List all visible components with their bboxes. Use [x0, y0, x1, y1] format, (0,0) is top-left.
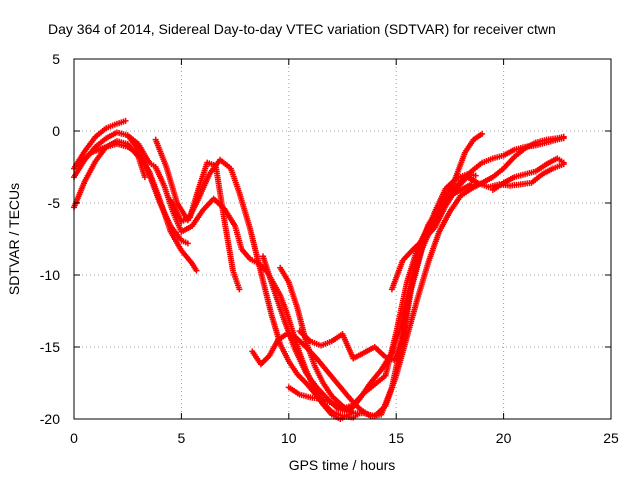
y-tick-label: 5 [52, 51, 60, 67]
chart-title: Day 364 of 2014, Sidereal Day-to-day VTE… [48, 21, 556, 37]
x-tick-label: 20 [496, 430, 512, 446]
x-tick-label: 15 [388, 430, 404, 446]
grid-lines [74, 59, 611, 419]
data-point [560, 135, 567, 142]
data-point [193, 267, 200, 274]
data-point [122, 117, 129, 124]
axis-ticks: 0 5 10 15 20 25 5 0 -5 -10 -15 -20 [40, 51, 619, 446]
series-track-13 [388, 161, 567, 293]
data-points [71, 117, 567, 422]
data-point [184, 240, 191, 247]
data-point [560, 159, 567, 166]
y-axis-label: SDTVAR / TECUs [6, 183, 22, 295]
data-point [236, 286, 243, 293]
x-tick-label: 10 [281, 430, 297, 446]
x-tick-label: 25 [603, 430, 619, 446]
series-track-1 [71, 117, 129, 172]
y-tick-label: 0 [52, 123, 60, 139]
data-point [479, 130, 486, 137]
series-track-11 [285, 135, 567, 412]
y-tick-label: -20 [40, 411, 60, 427]
y-tick-label: -15 [40, 339, 60, 355]
y-tick-label: -10 [40, 267, 60, 283]
series-track-14 [489, 155, 567, 194]
plot-frame [73, 58, 612, 420]
x-tick-label: 5 [178, 430, 186, 446]
data-point [141, 174, 148, 181]
y-tick-label: -5 [48, 195, 61, 211]
x-axis-label: GPS time / hours [289, 457, 396, 473]
data-point [472, 172, 479, 179]
x-tick-label: 0 [70, 430, 78, 446]
series-track-4 [75, 140, 200, 274]
series-track-7 [167, 159, 243, 293]
series-track-10 [277, 133, 567, 420]
series-track-3 [71, 138, 148, 211]
